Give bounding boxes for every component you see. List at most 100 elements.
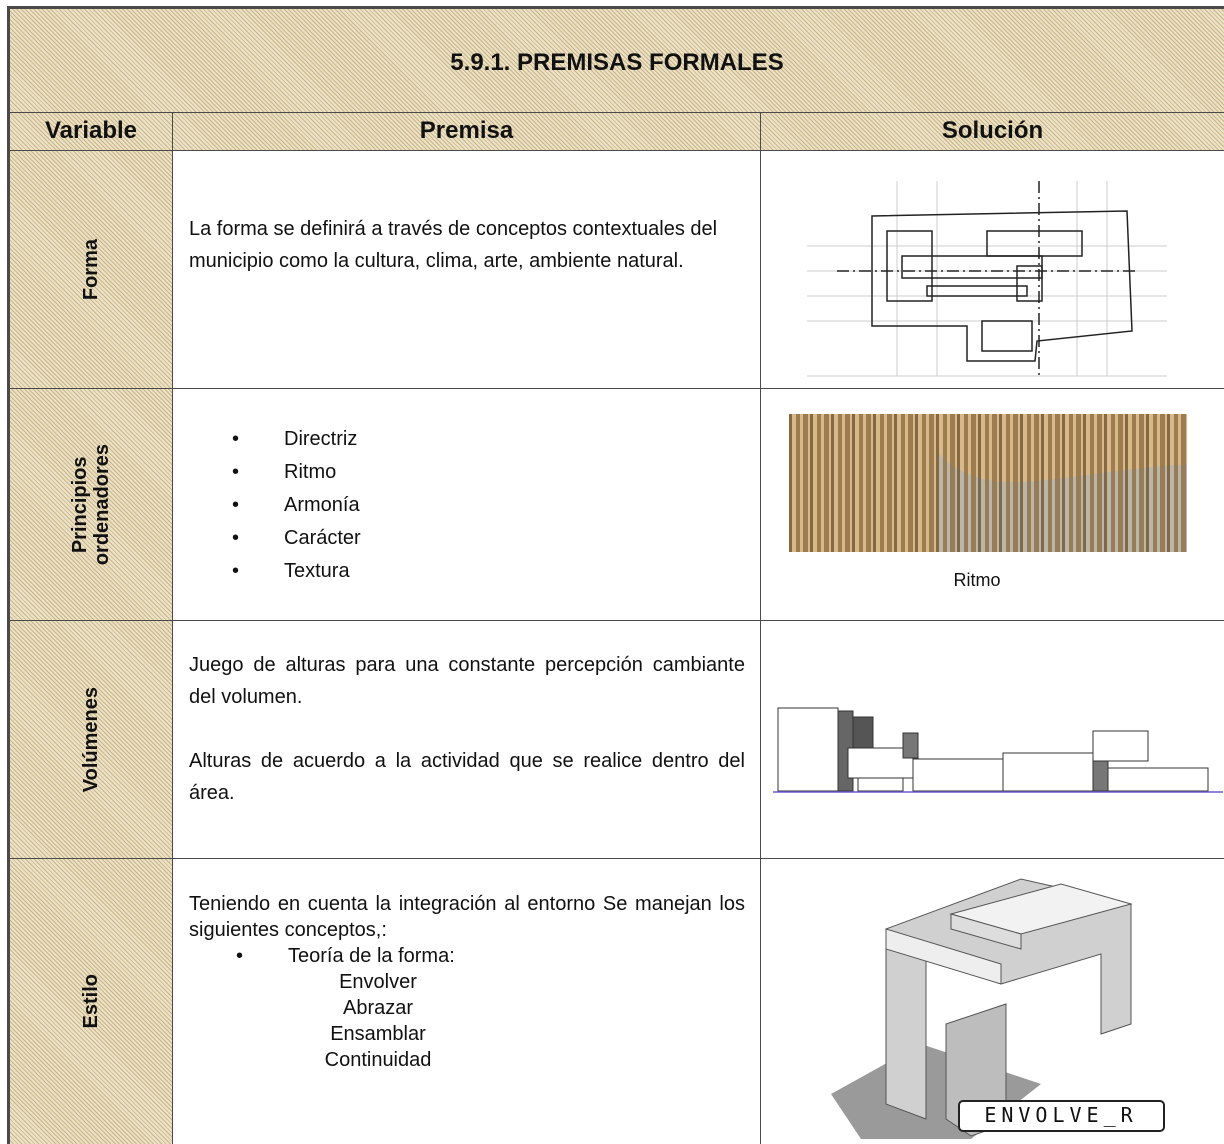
slat [1111,414,1115,552]
sub-item: Continuidad [324,1049,432,1071]
bullet: Carácter [232,522,361,555]
bullet: Ritmo [232,456,361,489]
premise: Alturas de acuerdo a la actividad que se… [189,750,745,804]
slat [1048,414,1052,552]
slat [873,414,876,552]
sub-list: Envolver Abrazar Ensamblar Continuidad [263,969,493,1073]
slat [1027,414,1031,552]
header: Variable [7,112,173,151]
slat [831,414,834,552]
slat [1062,414,1065,552]
slat [1132,414,1136,552]
solution-cell: ENVOLVE_R [760,858,1224,1144]
slat [894,414,897,552]
slat [1083,414,1086,552]
slat [1146,414,1149,552]
slat [971,414,976,552]
slat [922,414,926,552]
slat [852,414,855,552]
volumes-drawing [773,707,1223,793]
slat [1013,414,1018,552]
sub-item: Envolver [339,971,417,993]
slat [992,414,997,552]
slat [908,414,913,552]
caption: Ritmo [953,570,1001,590]
slat [985,414,989,552]
premise: Juego de alturas para una constante perc… [189,654,745,708]
variable: Estilo [80,974,102,1029]
slat [1125,414,1128,552]
variable-cell: Forma [7,150,173,389]
variable-cell: Estilo [7,858,173,1144]
slat [817,414,821,552]
slat [880,414,884,552]
variable-cell: Principios ordenadores [7,388,173,621]
slat [1153,414,1157,552]
slat [964,414,968,552]
title: 5.9.1. PREMISAS FORMALES [450,49,784,76]
slat [796,414,800,552]
slat [1139,414,1144,552]
variable-line: Principios [69,456,91,553]
premise-cell: Juego de alturas para una constante perc… [172,620,761,859]
title-cell: 5.9.1. PREMISAS FORMALES [7,6,1224,113]
image-label: ENVOLVE_R [984,1103,1137,1127]
slat [978,414,981,552]
solution-cell: Ritmo [760,388,1224,621]
slat [803,414,808,552]
sub-item: Ensamblar [330,1023,426,1045]
slat [929,414,934,552]
slat [915,414,918,552]
slat [859,414,863,552]
variable: Principios ordenadores [69,444,113,565]
slat [999,414,1002,552]
solution-cell [760,150,1224,389]
variable: Forma [80,238,102,301]
slat [1020,414,1023,552]
slat [1167,414,1170,552]
slat [1174,414,1178,552]
rhythm-image [789,414,1187,552]
slat [887,414,892,552]
slat [810,414,813,552]
slat [866,414,871,552]
slat [901,414,905,552]
slat [936,414,939,552]
premise: La forma se definirá a través de concept… [189,218,718,272]
header: Solución [760,112,1224,151]
sub-item: Abrazar [342,997,414,1019]
plan-drawing [807,181,1167,377]
slat [838,414,842,552]
variable-line: ordenadores [91,443,113,566]
header: Premisa [172,112,761,151]
bullet: Armonía [232,489,361,522]
bullet: Textura [232,555,361,588]
premise: Teniendo en cuenta la integración al ent… [189,893,745,941]
slat [1055,414,1060,552]
slat [1006,414,1010,552]
slat [1041,414,1044,552]
slat [824,414,829,552]
slat [1097,414,1102,552]
variable: Volúmenes [80,686,102,793]
slat [1160,414,1165,552]
slat [950,414,955,552]
solution-cell [760,620,1224,859]
slat [1181,414,1186,552]
slat [1076,414,1081,552]
variable-cell: Volúmenes [7,620,173,859]
slat [1069,414,1073,552]
premise-cell: Directriz Ritmo Armonía Carácter Textura [172,388,761,621]
style-drawing: ENVOLVE_R [831,878,1165,1139]
slat [1034,414,1039,552]
bullet: Teoría de la forma: [236,943,455,969]
slat [1118,414,1123,552]
slat [1104,414,1107,552]
slat [789,414,792,552]
slat [943,414,947,552]
premise-cell: Teniendo en cuenta la integración al ent… [172,858,761,1144]
bullet-list: Directriz Ritmo Armonía Carácter Textura [232,423,361,588]
bullet: Directriz [232,423,361,456]
premise-cell: La forma se definirá a través de concept… [172,150,761,389]
